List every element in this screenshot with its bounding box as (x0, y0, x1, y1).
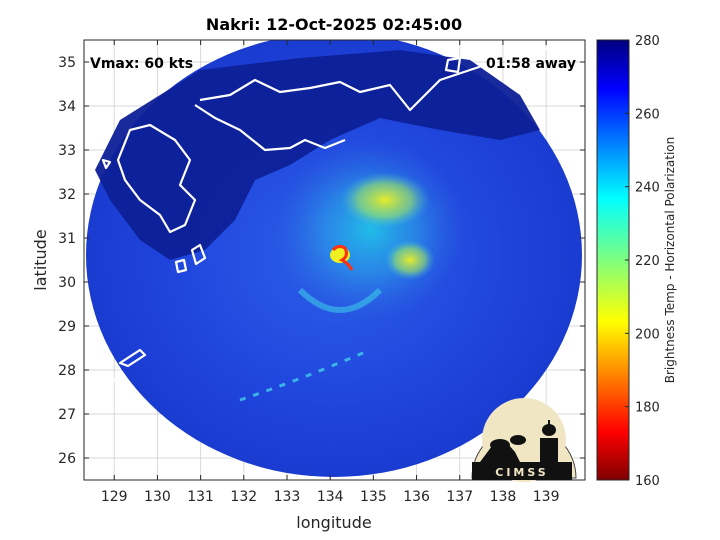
colorbar-ticks: 160 180 200 220 240 260 280 (625, 34, 660, 489)
x-tick-label: 138 (490, 489, 517, 505)
y-tick-label: 28 (58, 363, 76, 379)
y-tick-label: 33 (58, 143, 76, 159)
x-tick-label: 132 (230, 489, 257, 505)
colorbar-label: Brightness Temp - Horizontal Polarizatio… (663, 137, 677, 384)
x-tick-label: 134 (317, 489, 344, 505)
y-tick-label: 31 (58, 231, 76, 247)
colorbar-tick-label: 200 (635, 327, 660, 342)
colorbar-tick-label: 240 (635, 181, 660, 196)
microwave-swath (86, 40, 582, 477)
map-title: Nakri: 12-Oct-2025 02:45:00 (206, 15, 462, 34)
land-mass (95, 50, 540, 260)
x-tick-label: 130 (144, 489, 171, 505)
coastlines (101, 40, 576, 388)
vmax-annotation: Vmax: 60 kts (90, 56, 193, 72)
y-tick-label: 29 (58, 319, 76, 335)
x-tick-label: 133 (274, 489, 301, 505)
y-tick-label: 27 (58, 407, 76, 423)
x-tick-label: 131 (187, 489, 214, 505)
y-tick-label: 26 (58, 451, 76, 467)
x-tick-label: 137 (446, 489, 473, 505)
cimss-logo: CIMSS (471, 398, 577, 482)
axes-frame (83, 39, 586, 481)
colorbar-tick-label: 180 (635, 401, 660, 416)
x-axis-label: longitude (296, 513, 371, 532)
x-tick-label: 136 (403, 489, 430, 505)
y-tick-label: 34 (58, 99, 76, 115)
y-tick-label: 32 (58, 187, 76, 203)
logo-text: CIMSS (495, 466, 548, 479)
colorbar-tick-label: 280 (635, 34, 660, 49)
y-tick-label: 30 (58, 275, 76, 291)
colorbar-tick-label: 260 (635, 107, 660, 122)
x-tick-label: 129 (101, 489, 128, 505)
axis-ticks: 129 130 131 132 133 134 135 136 137 138 139 26 27 28 2… (58, 40, 585, 505)
colorbar (596, 39, 630, 481)
colorbar-tick-label: 220 (635, 254, 660, 269)
x-tick-label: 139 (533, 489, 560, 505)
spiral-band (297, 287, 383, 313)
time-away-annotation: 01:58 away (486, 56, 576, 72)
x-tick-label: 135 (360, 489, 387, 505)
y-tick-label: 35 (58, 55, 76, 71)
colorbar-tick-label: 160 (635, 474, 660, 489)
y-axis-label: latitude (31, 229, 50, 290)
